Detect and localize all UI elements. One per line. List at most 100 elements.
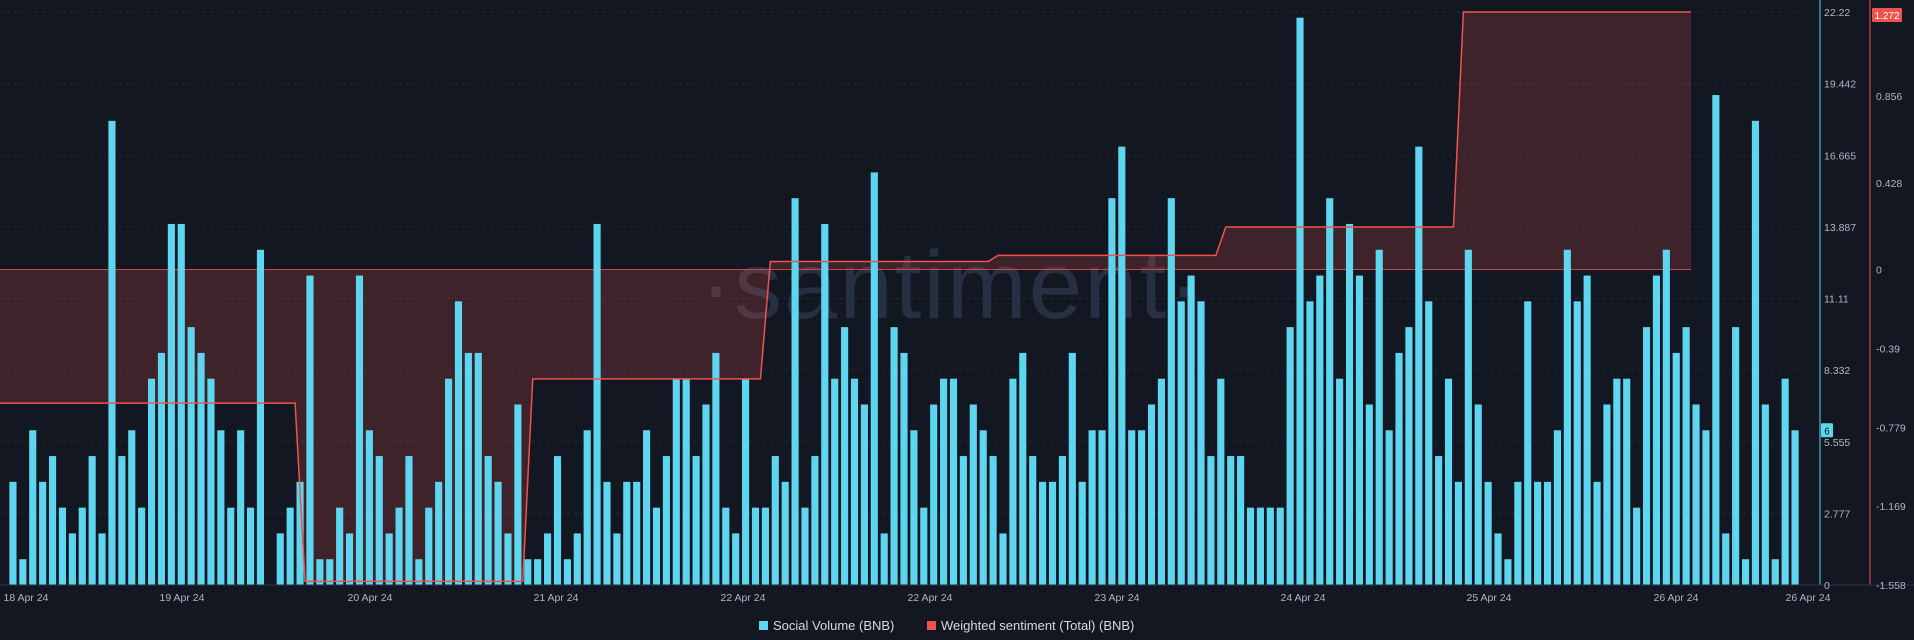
social-volume-bar bbox=[1237, 456, 1245, 585]
social-volume-bar bbox=[1692, 404, 1700, 585]
social-volume-bar bbox=[355, 275, 364, 585]
social-volume-bar bbox=[514, 404, 522, 585]
social-volume-bar bbox=[1167, 198, 1175, 585]
social-volume-bar bbox=[346, 533, 354, 585]
social-volume-bar bbox=[1741, 559, 1750, 585]
social-volume-bar bbox=[9, 481, 17, 585]
social-volume-bar bbox=[1375, 249, 1383, 585]
social-volume-bar bbox=[573, 533, 581, 585]
social-volume-bar bbox=[742, 378, 750, 585]
social-volume-bar bbox=[48, 456, 57, 585]
x-tick-label: 22 Apr 24 bbox=[721, 592, 766, 604]
social-volume-bar bbox=[1444, 378, 1453, 585]
social-volume-bar bbox=[474, 352, 482, 585]
social-volume-bar bbox=[880, 533, 888, 585]
social-volume-bar bbox=[1761, 404, 1769, 585]
right-tick-label: -1.558 bbox=[1876, 580, 1906, 592]
social-volume-bar bbox=[682, 378, 690, 585]
social-volume-bar bbox=[1187, 275, 1195, 585]
social-volume-bar bbox=[1128, 430, 1136, 585]
social-volume-bar bbox=[1534, 481, 1542, 585]
social-volume-bar bbox=[375, 456, 383, 585]
social-volume-bar bbox=[326, 559, 334, 585]
social-volume-bar bbox=[256, 249, 265, 585]
social-volume-bar bbox=[1623, 378, 1631, 585]
social-volume-bar bbox=[296, 481, 304, 585]
social-volume-bar bbox=[860, 404, 868, 585]
social-volume-bar bbox=[613, 533, 621, 585]
social-volume-bar bbox=[1633, 507, 1641, 585]
social-volume-bar bbox=[415, 559, 423, 585]
chart-axes bbox=[0, 0, 1914, 586]
left-tick-label: 0 bbox=[1824, 580, 1830, 592]
social-volume-bar bbox=[553, 456, 562, 585]
social-volume-bar bbox=[791, 198, 799, 585]
legend-label-weighted-sentiment: Weighted sentiment (Total) (BNB) bbox=[941, 618, 1134, 633]
social-volume-bar bbox=[207, 378, 215, 585]
social-volume-bar bbox=[336, 507, 344, 585]
social-volume-bar bbox=[1227, 456, 1235, 585]
social-volume-bar bbox=[949, 378, 958, 585]
social-volume-bar bbox=[603, 481, 611, 585]
social-volume-bar bbox=[58, 507, 67, 585]
social-volume-bar bbox=[1118, 146, 1126, 586]
social-volume-bar bbox=[1395, 352, 1403, 585]
social-volume-bar bbox=[1425, 301, 1433, 585]
social-volume-bar bbox=[841, 327, 849, 585]
social-volume-bar bbox=[524, 559, 532, 585]
social-volume-bar bbox=[1563, 249, 1571, 585]
social-volume-bar bbox=[504, 533, 512, 585]
social-volume-bar bbox=[1296, 17, 1304, 585]
right-axis-ticks: 0.856 0.428 0 -0.39 -0.779 -1.169 -1.558 bbox=[1876, 91, 1906, 592]
social-volume-bar bbox=[1246, 507, 1255, 585]
social-volume-bar bbox=[68, 533, 76, 585]
social-volume-bar bbox=[1712, 95, 1720, 585]
left-tick-label: 8.332 bbox=[1824, 365, 1850, 377]
social-volume-bar bbox=[464, 352, 472, 585]
x-axis-ticks: 18 Apr 24 19 Apr 24 20 Apr 24 21 Apr 24 22 A… bbox=[4, 592, 1831, 604]
social-volume-bar bbox=[276, 533, 284, 585]
sentiment-step-line bbox=[0, 11, 1692, 583]
social-volume-bar bbox=[157, 352, 166, 585]
social-volume-bar bbox=[1286, 327, 1294, 585]
social-volume-bar bbox=[1177, 301, 1185, 585]
social-volume-bar bbox=[722, 507, 730, 585]
x-tick-label: 22 Apr 24 bbox=[908, 592, 953, 604]
social-volume-bar bbox=[454, 301, 463, 585]
social-volume-bar bbox=[1593, 481, 1601, 585]
x-tick-label: 20 Apr 24 bbox=[348, 592, 393, 604]
social-volume-bar bbox=[633, 481, 641, 585]
social-volume-bar bbox=[1058, 456, 1066, 585]
social-volume-bar bbox=[1039, 481, 1047, 585]
social-volume-bar bbox=[593, 223, 601, 586]
social-volume-bar bbox=[1217, 378, 1225, 585]
x-tick-label: 26 Apr 24 bbox=[1654, 592, 1699, 604]
social-volume-bar bbox=[237, 430, 245, 585]
social-volume-bar bbox=[831, 378, 839, 585]
x-tick-label: 23 Apr 24 bbox=[1095, 592, 1140, 604]
social-volume-bar bbox=[1088, 430, 1096, 585]
social-volume-bar bbox=[900, 352, 908, 585]
social-volume-bar bbox=[1306, 301, 1314, 585]
social-volume-bar bbox=[1435, 456, 1443, 585]
social-volume-bar bbox=[534, 559, 542, 585]
left-tick-label: 19.442 bbox=[1824, 79, 1856, 91]
social-volume-bar bbox=[316, 559, 324, 585]
social-volume-bar bbox=[1722, 533, 1730, 585]
social-volume-bar bbox=[930, 404, 938, 585]
social-volume-bar bbox=[1068, 352, 1076, 585]
social-volume-bar bbox=[1613, 378, 1621, 585]
social-volume-bar bbox=[1771, 559, 1779, 585]
social-volume-bar bbox=[1256, 507, 1264, 585]
social-volume-bar bbox=[1009, 378, 1017, 585]
social-volume-bar bbox=[1682, 327, 1690, 585]
sentiment-line bbox=[0, 11, 1692, 583]
social-volume-bar bbox=[246, 507, 255, 585]
legend-swatch-social-volume bbox=[759, 621, 768, 630]
social-volume-bar bbox=[940, 378, 948, 585]
social-volume-bar bbox=[187, 327, 195, 585]
social-volume-bar bbox=[1138, 430, 1146, 585]
left-tick-label: 2.777 bbox=[1824, 508, 1850, 520]
social-volume-bar bbox=[1147, 404, 1156, 585]
